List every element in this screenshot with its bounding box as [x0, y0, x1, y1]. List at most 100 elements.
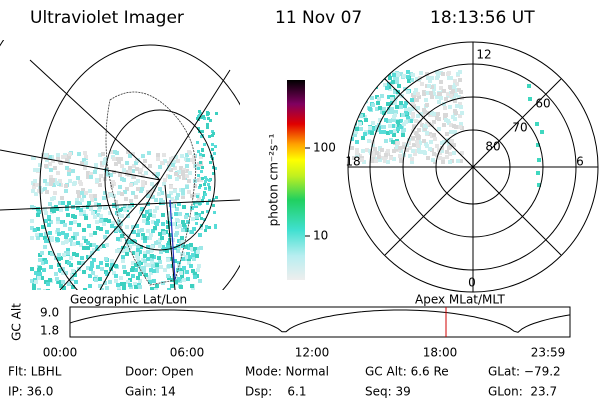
emission-pixel [208, 179, 211, 182]
emission-pixel [134, 285, 138, 289]
colorbar-tick-label: 10 [313, 229, 328, 243]
emission-pixel [150, 182, 154, 186]
emission-pixel [437, 127, 441, 131]
emission-pixel [390, 110, 394, 114]
emission-pixel [436, 71, 440, 75]
emission-pixel [388, 76, 392, 80]
emission-pixel [134, 268, 138, 272]
emission-pixel [211, 130, 214, 133]
emission-pixel [198, 202, 201, 205]
emission-pixel [398, 146, 402, 150]
emission-pixel [353, 111, 357, 115]
emission-pixel [199, 155, 203, 159]
emission-pixel [132, 251, 136, 255]
emission-pixel [40, 276, 44, 280]
status-field: Seq: 39 [365, 385, 411, 399]
emission-pixel [136, 245, 140, 249]
emission-pixel [72, 242, 76, 246]
emission-pixel [30, 205, 34, 209]
emission-pixel [121, 255, 125, 259]
emission-pixel [372, 127, 376, 131]
emission-pixel [163, 268, 167, 272]
emission-pixel [119, 229, 123, 233]
emission-pixel [358, 105, 362, 109]
emission-pixel [359, 127, 363, 131]
emission-pixel [212, 166, 215, 169]
emission-pixel [352, 156, 356, 160]
emission-pixel [458, 78, 462, 82]
time-label: 12:00 [295, 346, 330, 360]
emission-pixel [135, 251, 139, 255]
emission-pixel [111, 221, 115, 225]
emission-pixel [57, 280, 61, 284]
emission-pixel [98, 153, 102, 157]
emission-pixel [418, 76, 422, 80]
emission-pixel [50, 197, 54, 201]
emission-pixel [425, 131, 429, 135]
emission-pixel [196, 268, 200, 272]
emission-pixel [375, 107, 379, 111]
emission-pixel [453, 99, 457, 103]
emission-pixel [370, 151, 374, 155]
emission-pixel [412, 125, 416, 129]
emission-pixel [458, 114, 462, 118]
emission-pixel [116, 283, 120, 287]
emission-pixel [167, 288, 171, 290]
emission-pixel [115, 157, 119, 161]
emission-pixel [199, 161, 202, 164]
emission-pixel [49, 182, 53, 186]
emission-pixel [364, 76, 368, 80]
emission-pixel [136, 248, 140, 252]
emission-pixel [122, 168, 126, 172]
colorbar-tick-label: 100 [313, 141, 336, 155]
emission-pixel [393, 90, 397, 94]
emission-pixel [196, 117, 199, 120]
emission-pixel [201, 177, 204, 180]
emission-pixel [399, 119, 403, 123]
status-field: GLat: −79.2 [488, 365, 561, 379]
emission-pixel [444, 97, 448, 101]
emission-pixel [459, 105, 463, 109]
emission-pixel [76, 206, 80, 210]
emission-pixel [166, 220, 170, 224]
emission-pixel [122, 265, 126, 269]
emission-pixel [146, 221, 150, 225]
emission-pixel [40, 251, 44, 255]
emission-pixel [67, 261, 71, 265]
emission-pixel [410, 98, 414, 102]
emission-pixel [82, 158, 86, 162]
emission-pixel [181, 257, 185, 261]
emission-pixel [350, 137, 354, 141]
emission-pixel [88, 284, 92, 288]
emission-pixel [167, 166, 171, 170]
emission-pixel [38, 266, 42, 270]
emission-pixel [103, 235, 107, 239]
emission-pixel [148, 280, 152, 284]
emission-pixel [420, 82, 424, 86]
lat-label: 70 [512, 121, 527, 135]
emission-pixel [378, 106, 382, 110]
emission-pixel [195, 212, 198, 215]
emission-pixel [360, 93, 364, 97]
emission-pixel [80, 256, 84, 260]
emission-pixel [149, 233, 153, 237]
status-field: GC Alt: 6.6 Re [365, 365, 449, 379]
emission-pixel [445, 132, 449, 136]
emission-pixel [422, 150, 426, 154]
emission-pixel [76, 190, 80, 194]
emission-pixel [193, 275, 197, 279]
emission-pixel [176, 249, 180, 253]
emission-pixel [430, 111, 434, 115]
emission-pixel [208, 199, 211, 202]
emission-pixel [144, 273, 148, 277]
emission-pixel [424, 98, 428, 102]
emission-pixel [182, 266, 186, 270]
emission-pixel [89, 172, 93, 176]
emission-pixel [56, 220, 60, 224]
emission-pixel [142, 270, 146, 274]
emission-pixel [460, 151, 464, 155]
emission-pixel [56, 157, 60, 161]
emission-pixel [206, 202, 209, 205]
emission-pixel [408, 146, 412, 150]
